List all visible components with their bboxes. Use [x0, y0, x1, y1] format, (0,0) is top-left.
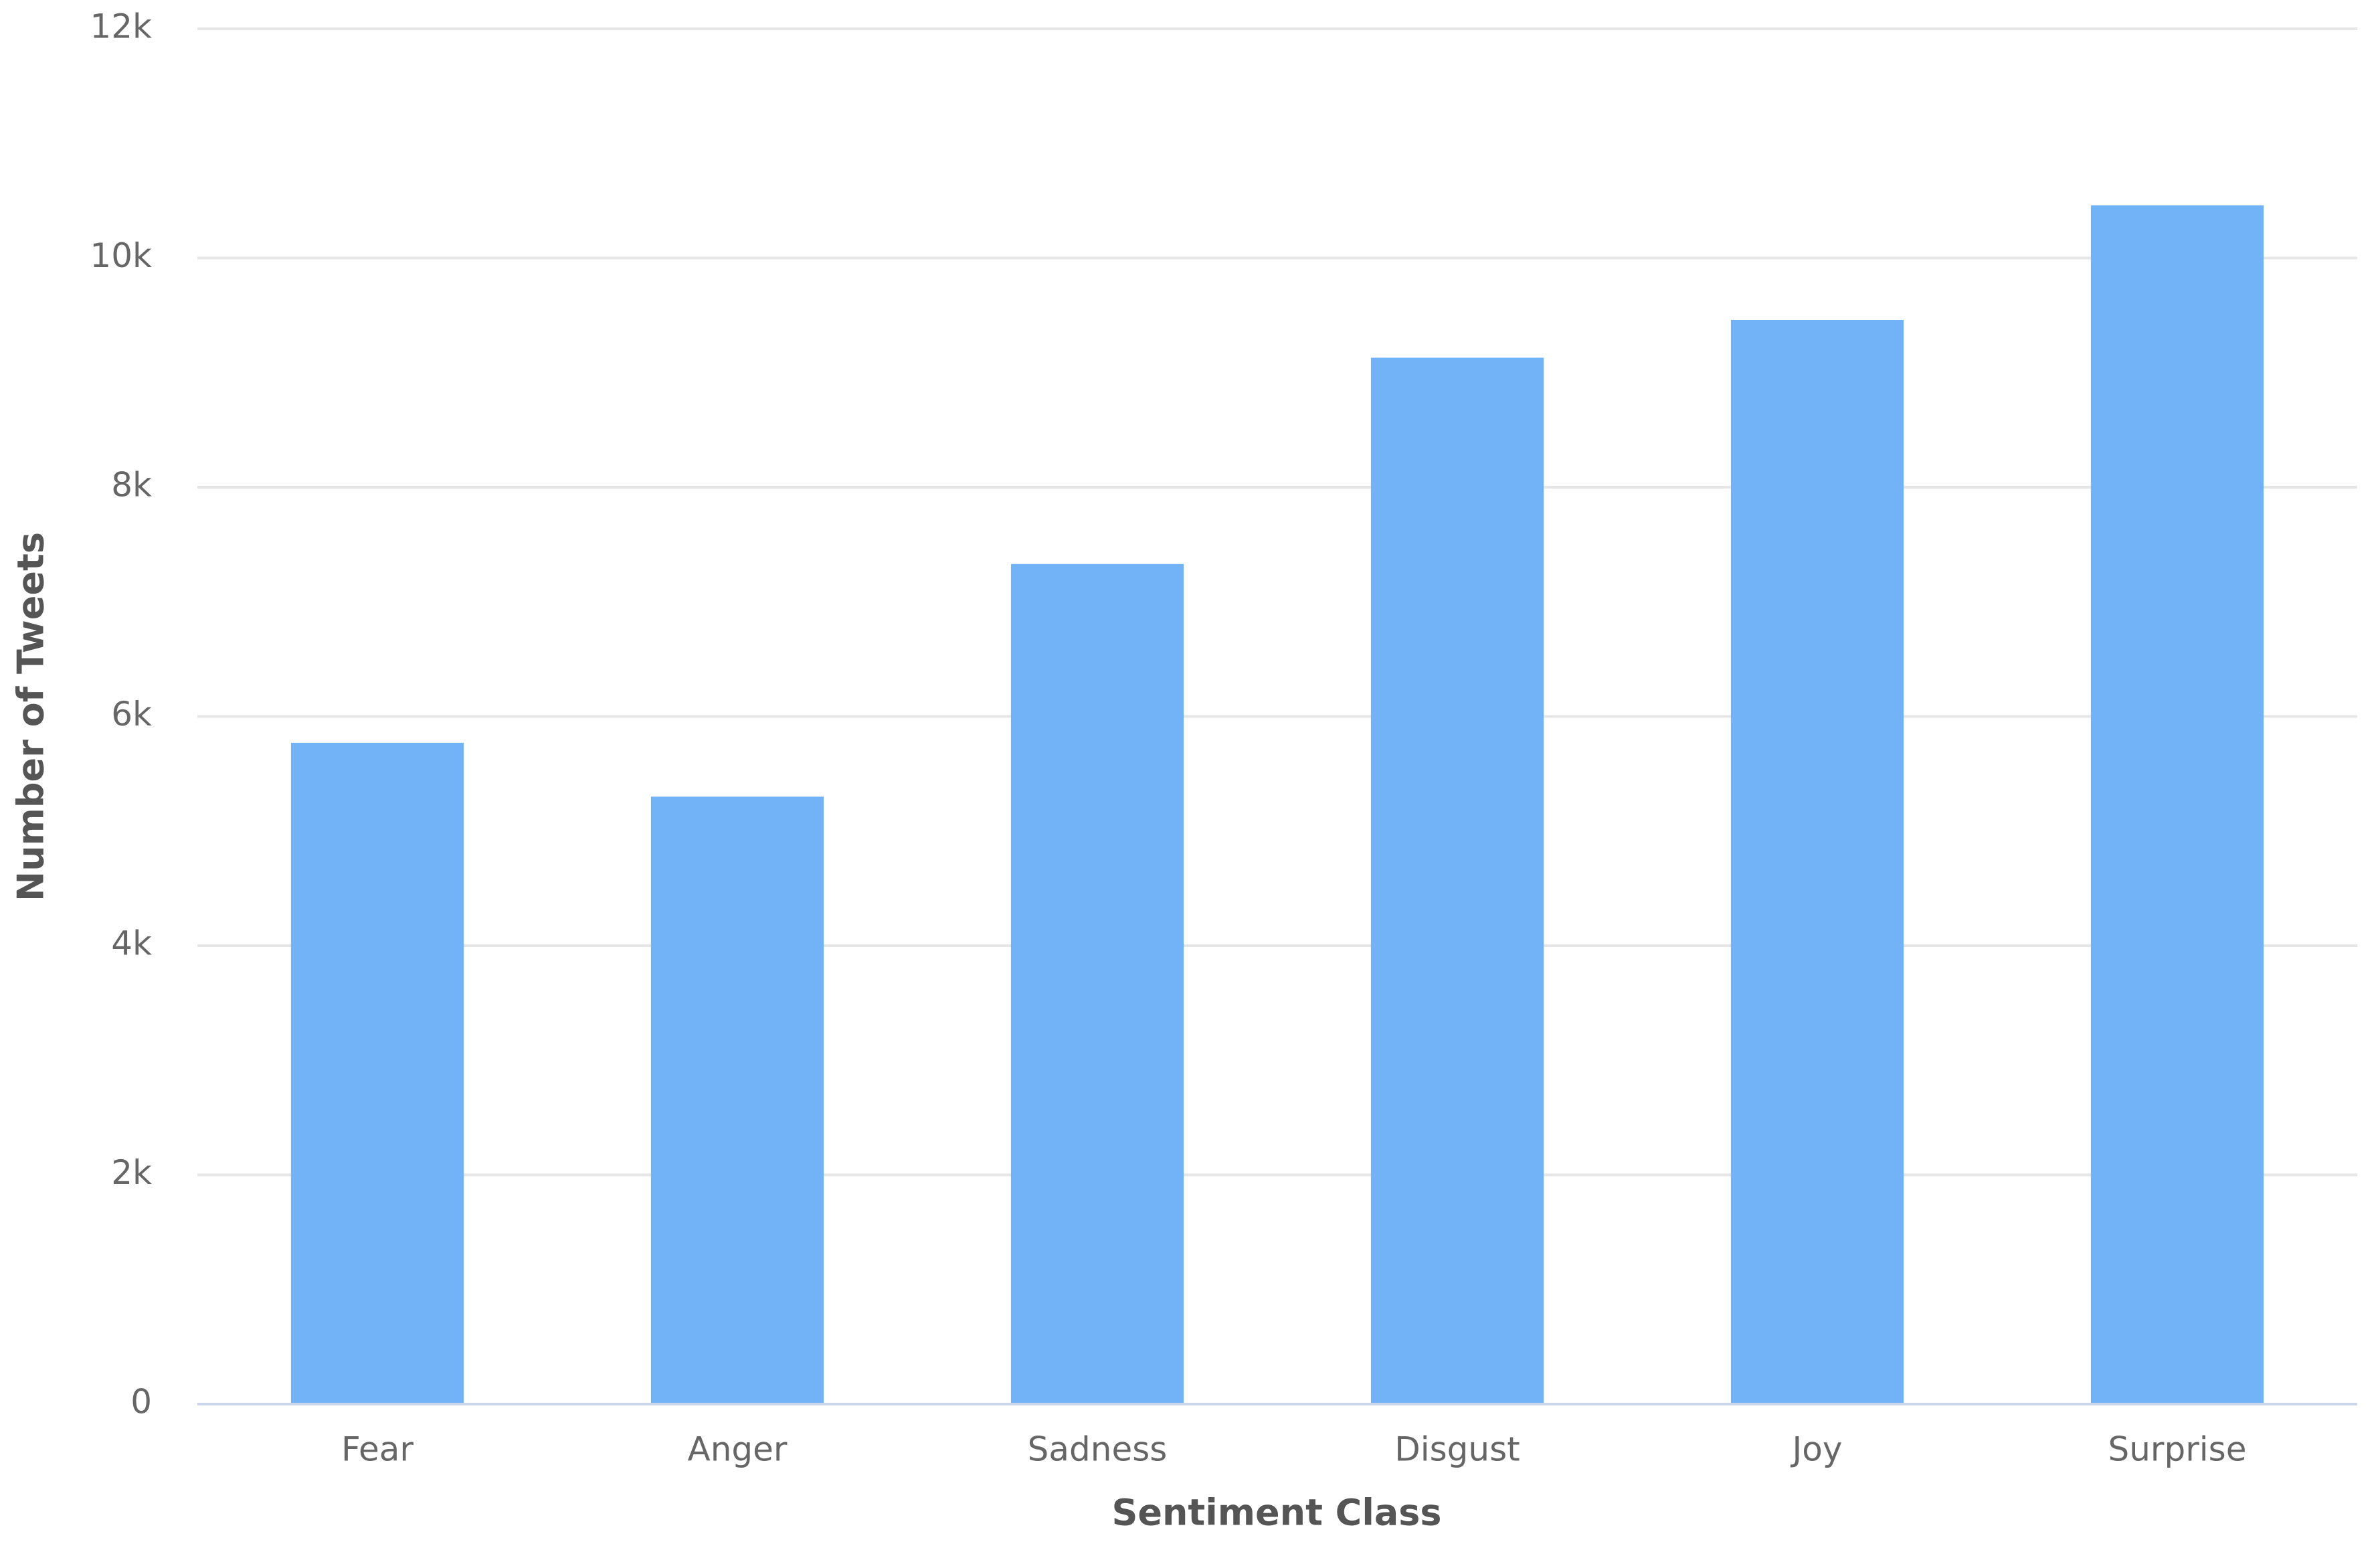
bar	[650, 796, 824, 1404]
y-tick-label: 12k	[90, 7, 152, 46]
x-tick-label: Anger	[688, 1430, 788, 1469]
y-tick-label: 8k	[111, 466, 152, 505]
x-tick-label: Sadness	[1028, 1430, 1168, 1469]
bar	[2090, 205, 2264, 1405]
bar	[290, 742, 464, 1404]
y-tick-label: 6k	[111, 695, 152, 734]
bar	[1010, 564, 1184, 1404]
x-tick-label: Surprise	[2108, 1430, 2247, 1469]
bar	[1730, 319, 1904, 1405]
y-tick-label: 0	[130, 1383, 152, 1422]
x-axis-title: Sentiment Class	[1111, 1492, 1441, 1534]
x-tick-label: Joy	[1791, 1430, 1843, 1469]
bar	[1370, 357, 1544, 1404]
y-tick-label: 4k	[111, 924, 152, 963]
x-tick-label: Fear	[341, 1430, 414, 1469]
y-axis-title: Number of Tweets	[10, 532, 52, 901]
y-tick-label: 2k	[111, 1153, 152, 1192]
x-tick-label: Disgust	[1394, 1430, 1520, 1469]
y-tick-label: 10k	[90, 236, 152, 275]
